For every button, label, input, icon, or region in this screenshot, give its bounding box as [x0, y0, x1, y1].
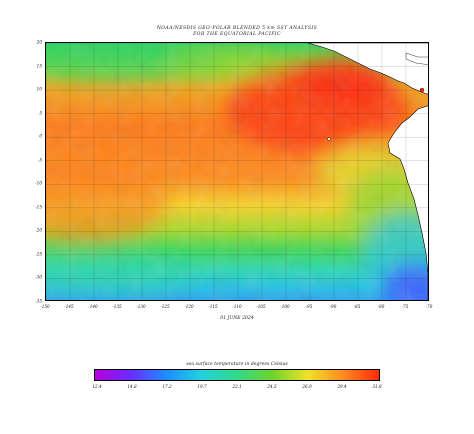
lon-tick-label: -100 [280, 304, 290, 309]
colorbar-tick-label: 22.1 [232, 384, 242, 389]
lat-tick-label: -30 [35, 274, 42, 280]
colorbar-tick-label: 31.8 [372, 384, 382, 389]
colorbar-tick-label: 19.7 [197, 384, 207, 389]
lat-tick-label: 15 [36, 63, 42, 69]
sst-texture [46, 43, 428, 300]
lon-tick-label: -110 [232, 304, 242, 309]
lat-tick-label: -25 [35, 251, 42, 257]
colorbar-tick-label: 12.4 [92, 384, 102, 389]
lon-tick-label: -105 [256, 304, 266, 309]
lon-tick-label: -70 [425, 304, 433, 309]
colorbar-tick-label: 17.2 [162, 384, 172, 389]
lat-tick-label: -15 [35, 204, 42, 210]
colorbar-tick-label: 29.4 [337, 384, 347, 389]
lon-tick-label: -130 [136, 304, 146, 309]
colorbar-tick-label: 14.8 [127, 384, 137, 389]
lon-tick-label: -95 [305, 304, 313, 309]
lat-tick-label: 20 [36, 39, 42, 45]
colorbar-tick-label: 26.9 [302, 384, 312, 389]
lon-tick-label: -140 [88, 304, 98, 309]
map-title-line2: FOR THE EQUATORIAL PACIFIC [193, 32, 281, 37]
lon-tick-label: -135 [112, 304, 122, 309]
lon-tick-label: -80 [377, 304, 385, 309]
sst-map [45, 42, 429, 301]
colorbar-tick-label: 24.5 [267, 384, 277, 389]
lake-marker [419, 87, 425, 93]
lon-tick-label: -90 [329, 304, 337, 309]
lon-tick-label: -115 [208, 304, 218, 309]
map-title-line1: NOAA/NESDIS GEO-POLAR BLENDED 5 km SST A… [156, 26, 318, 31]
lat-tick-label: -35 [35, 298, 42, 304]
lat-lon-grid [46, 43, 428, 300]
lat-tick-label: -10 [35, 180, 42, 186]
sst-map-canvas [46, 43, 428, 300]
lat-tick-label: 0 [39, 133, 42, 139]
colorbar-title: sea surface temperature in degrees Celsi… [186, 362, 288, 367]
lon-tick-label: -150 [40, 304, 50, 309]
land-south-america [387, 105, 428, 300]
lat-tick-label: -20 [35, 227, 42, 233]
analysis-date: 01 JUNE 2024 [220, 316, 254, 321]
lon-tick-label: -75 [401, 304, 409, 309]
lon-tick-label: -145 [64, 304, 74, 309]
lon-tick-label: -125 [160, 304, 170, 309]
lon-tick-label: -120 [184, 304, 194, 309]
temperature-colorbar [94, 369, 380, 381]
land-central-america [307, 43, 428, 95]
lon-tick-label: -85 [353, 304, 361, 309]
lat-tick-label: -5 [37, 157, 42, 163]
lat-tick-label: 10 [36, 86, 42, 92]
lat-tick-label: 5 [39, 110, 42, 116]
galapagos-islands [327, 137, 331, 141]
land-caribbean [405, 52, 428, 65]
